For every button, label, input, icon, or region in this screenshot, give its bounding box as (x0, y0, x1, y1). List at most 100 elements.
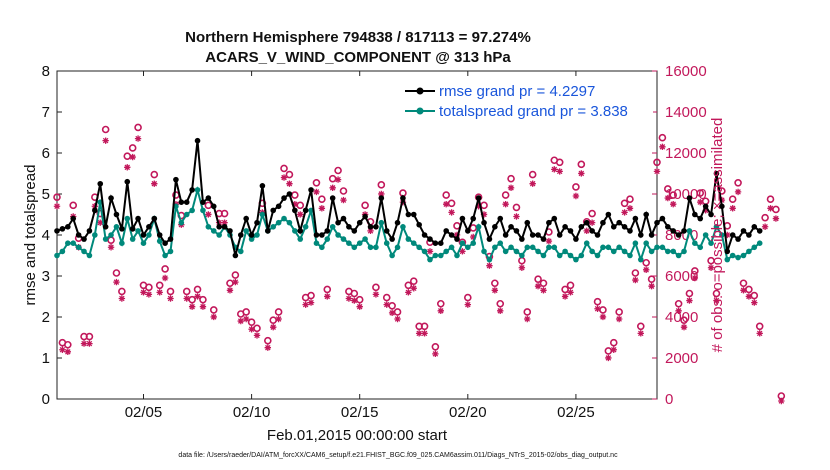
obs-assimilated-point (151, 180, 158, 187)
obs-possible-point (53, 193, 61, 201)
obs-possible-point (231, 271, 240, 279)
obs-assimilated-point (188, 303, 196, 310)
totalspread-point (756, 240, 763, 246)
rmse-point (367, 224, 374, 230)
obs-possible-point (609, 338, 618, 347)
y-tick-label-left: 0 (42, 391, 50, 408)
obs-assimilated-point (129, 153, 136, 161)
rmse-point (124, 178, 131, 185)
obs-assimilated-point (97, 219, 104, 226)
obs-assimilated-point (183, 295, 190, 302)
obs-assimilated-point (583, 227, 590, 235)
rmse-point (702, 203, 709, 210)
rmse-point (535, 232, 541, 238)
rmse-point (416, 221, 422, 228)
obs-assimilated-point (280, 174, 288, 181)
obs-possible-point (64, 340, 72, 349)
y-tick-label-right: 14000 (665, 104, 707, 121)
obs-possible-point (696, 189, 705, 197)
obs-assimilated-point (161, 274, 169, 282)
rmse-point (481, 219, 487, 226)
y-tick-label-left: 4 (42, 227, 50, 244)
rmse-point (178, 199, 185, 205)
obs-possible-point (615, 308, 623, 316)
totalspread-point (102, 236, 109, 242)
y-tick-label-left: 7 (42, 104, 50, 121)
obs-assimilated-point (621, 209, 628, 216)
obs-possible-point (691, 267, 699, 275)
y-tick-label-left: 5 (42, 186, 50, 203)
rmse-point (589, 228, 595, 234)
obs-possible-point (745, 285, 753, 294)
totalspread-point (708, 240, 714, 246)
obs-assimilated-point (194, 293, 201, 300)
rmse-point (259, 183, 266, 189)
obs-possible-point (772, 205, 780, 214)
rmse-point (400, 195, 406, 201)
totalspread-point (681, 248, 687, 255)
obs-assimilated-point (486, 262, 493, 269)
rmse-point (719, 203, 725, 210)
rmse-point (670, 228, 677, 234)
obs-possible-point (631, 269, 640, 277)
y-tick-label-right: 10000 (665, 186, 707, 203)
rmse-point (573, 236, 579, 242)
obs-assimilated-point (372, 291, 380, 298)
obs-possible-point (377, 181, 386, 189)
obs-possible-point (766, 195, 775, 203)
totalspread-point (54, 252, 60, 259)
totalspread-point (335, 232, 341, 238)
obs-assimilated-point (740, 287, 747, 294)
totalspread-point (248, 236, 255, 242)
totalspread-point (746, 248, 752, 255)
rmse-point (578, 224, 585, 230)
rmse-point (681, 228, 687, 234)
rmse-point (119, 226, 125, 232)
obs-possible-point (680, 316, 688, 324)
obs-assimilated-point (513, 213, 520, 220)
obs-possible-point (145, 283, 153, 292)
rmse-point (459, 215, 466, 222)
totalspread-point (459, 240, 466, 246)
totalspread-point (546, 244, 552, 251)
obs-possible-point (712, 289, 721, 298)
obs-assimilated-point (388, 309, 396, 317)
obs-assimilated-point (448, 209, 455, 216)
obs-possible-point (507, 174, 515, 183)
obs-possible-point (247, 318, 256, 327)
rmse-point (232, 252, 239, 259)
rmse-point (594, 232, 601, 238)
obs-assimilated-point (275, 315, 282, 323)
totalspread-point (665, 248, 671, 255)
rmse-point (297, 228, 304, 234)
rmse-point (162, 240, 168, 246)
rmse-point (675, 232, 682, 238)
rmse-point (724, 248, 731, 255)
obs-assimilated-point (329, 184, 336, 191)
obs-assimilated-point (167, 295, 174, 302)
rmse-point (102, 224, 109, 230)
obs-possible-point (112, 269, 121, 277)
obs-assimilated-point (659, 143, 666, 150)
obs-assimilated-point (534, 283, 542, 290)
rmse-point (735, 236, 741, 242)
rmse-point (405, 211, 412, 218)
rmse-point (616, 219, 622, 226)
obs-possible-point (118, 287, 126, 296)
obs-assimilated-point (632, 276, 639, 284)
rmse-point (286, 191, 293, 197)
obs-assimilated-point (383, 301, 390, 308)
rmse-point (156, 232, 163, 238)
obs-possible-point (355, 295, 364, 304)
totalspread-point (481, 248, 487, 255)
obs-possible-point (393, 308, 402, 316)
rmse-point (86, 228, 93, 234)
x-tick-label: 02/25 (557, 404, 595, 421)
rmse-point (746, 232, 752, 238)
rmse-point (308, 187, 314, 193)
rmse-point (97, 180, 104, 187)
totalspread-point (108, 232, 114, 238)
totalspread-point (513, 248, 520, 255)
obs-assimilated-point (302, 301, 309, 308)
y-tick-label-left: 1 (42, 350, 50, 367)
